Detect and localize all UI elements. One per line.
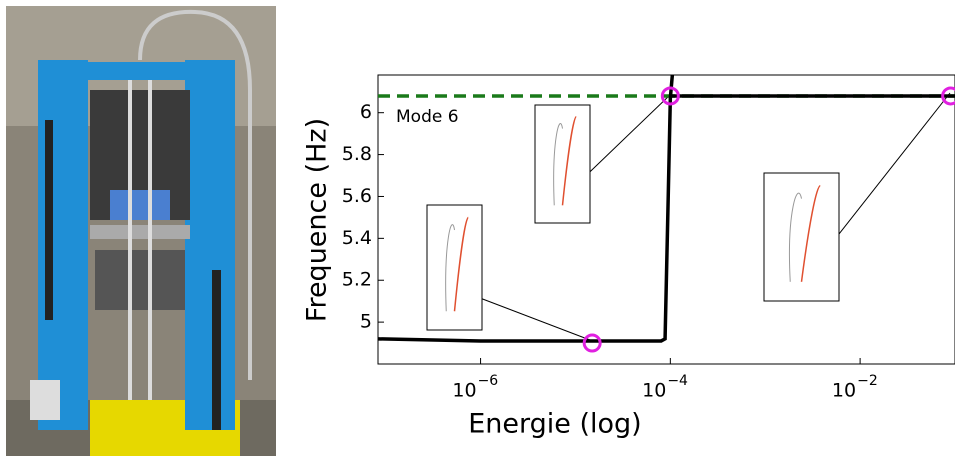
y-tick-label: 5 <box>360 311 372 333</box>
y-tick-label: 5.2 <box>342 269 372 291</box>
y-tick-label: 5.6 <box>342 185 372 207</box>
x-tick-label: 10 <box>832 380 856 402</box>
y-tick-label: 6 <box>360 101 372 123</box>
x-tick-exponent: −2 <box>857 373 878 389</box>
x-tick-exponent: −6 <box>478 373 499 389</box>
x-tick-exponent: −4 <box>667 373 688 389</box>
y-tick-label: 5.4 <box>342 227 372 249</box>
photo <box>6 6 276 456</box>
x-axis-label: Energie (log) <box>468 409 641 440</box>
y-tick-label: 5.8 <box>342 143 372 165</box>
x-tick-label: 10 <box>452 380 476 402</box>
reference-label: Mode 6 <box>396 107 459 127</box>
y-axis-label: Frequence (Hz) <box>302 118 333 322</box>
x-tick-label: 10 <box>642 380 666 402</box>
